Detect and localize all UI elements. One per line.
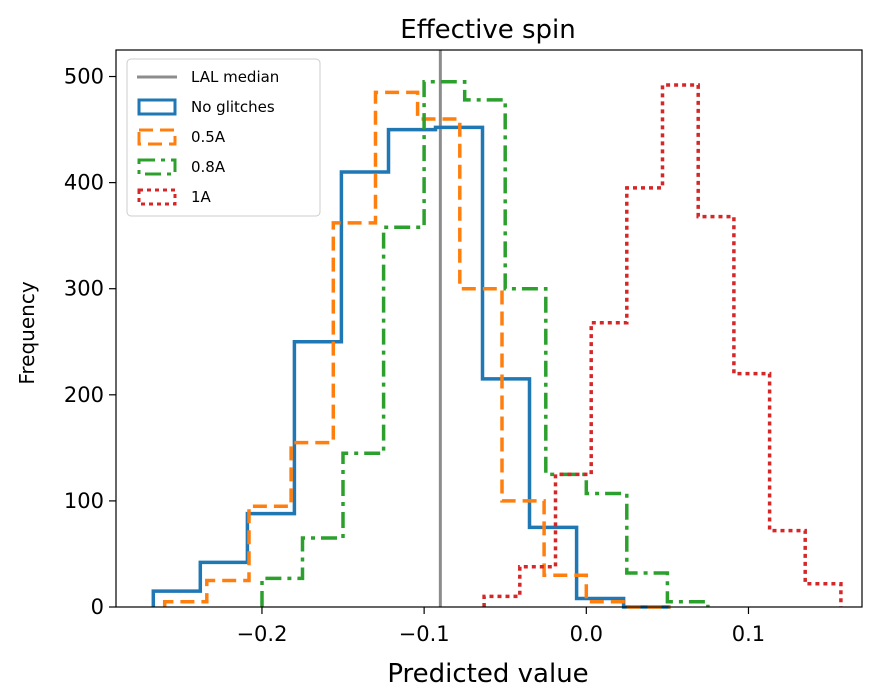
legend-swatch-4 [137,188,177,206]
histogram-series-3 [260,80,710,607]
y-tick-label: 300 [64,277,104,301]
y-tick-label: 400 [64,171,104,195]
y-tick-label: 100 [64,489,104,513]
legend-label-1: No glitches [191,98,275,116]
legend-label-median: LAL median [191,68,279,86]
legend-swatch-3 [137,158,177,176]
legend-swatch-1 [137,98,177,116]
y-tick-label: 0 [91,595,104,619]
y-axis-label: Frequency [15,281,39,384]
x-tick-label: −0.2 [236,622,287,646]
histogram-series-1 [151,125,671,609]
legend-label-2: 0.5A [191,128,226,146]
legend-swatch-2 [137,128,177,146]
x-tick-label: 0.1 [732,622,765,646]
y-tick-label: 200 [64,383,104,407]
x-tick-label: 0.0 [570,622,603,646]
legend: LAL median No glitches 0.5A 0.8A 1A [126,58,321,217]
legend-label-3: 0.8A [191,158,226,176]
x-axis-label: Predicted value [387,659,588,689]
axes: −0.2 −0.1 0.0 0.1 0 100 200 300 400 500 [64,49,863,646]
chart-title: Effective spin [400,15,575,45]
plot-area [151,50,843,609]
x-tick-label: −0.1 [399,622,450,646]
axes-frame [115,49,863,608]
histogram-series-4 [482,83,843,607]
histogram-series-2 [162,90,671,609]
legend-label-4: 1A [191,188,212,206]
legend-box [126,58,321,217]
y-tick-label: 500 [64,65,104,89]
